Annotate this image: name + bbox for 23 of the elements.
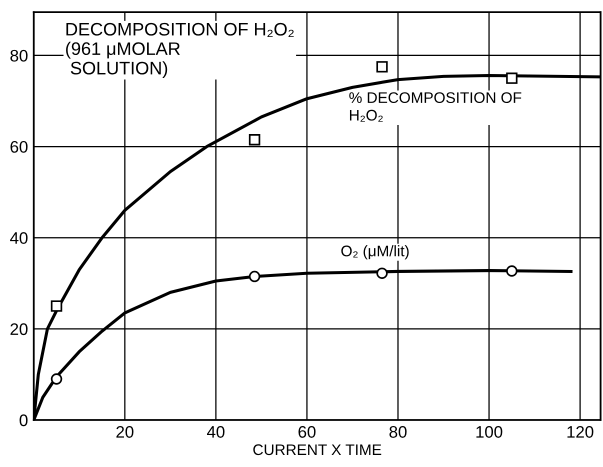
point xyxy=(248,270,260,282)
x-tick-label: 80 xyxy=(389,426,407,438)
point xyxy=(376,61,388,73)
point xyxy=(50,373,62,385)
y-tick-label: 80 xyxy=(10,50,28,62)
y-tick-label: 0 xyxy=(20,414,28,426)
text: DECOMPOSITION OF H₂O₂ (961 μMOLAR SOLUTION) xyxy=(66,22,294,78)
point xyxy=(376,268,388,279)
x-tick-label: 20 xyxy=(116,426,134,438)
y-tick-label: 20 xyxy=(10,323,28,336)
point xyxy=(506,72,518,84)
series-label: O₂ (μM/lit) xyxy=(341,245,409,260)
y-tick-label: 40 xyxy=(10,232,28,244)
x-axis-title: CURRENT X TIME xyxy=(253,444,382,456)
x-tick-label: 120 xyxy=(567,426,594,438)
x-tick-label: 60 xyxy=(298,426,316,438)
x-tick-label: 40 xyxy=(206,426,224,438)
point xyxy=(50,300,62,312)
y-tick-label: 60 xyxy=(10,140,28,153)
series-label: % DECOMPOSITION OF H₂O₂ xyxy=(349,92,522,122)
point xyxy=(248,134,260,146)
point xyxy=(506,265,518,277)
x-tick-label: 100 xyxy=(476,426,502,438)
